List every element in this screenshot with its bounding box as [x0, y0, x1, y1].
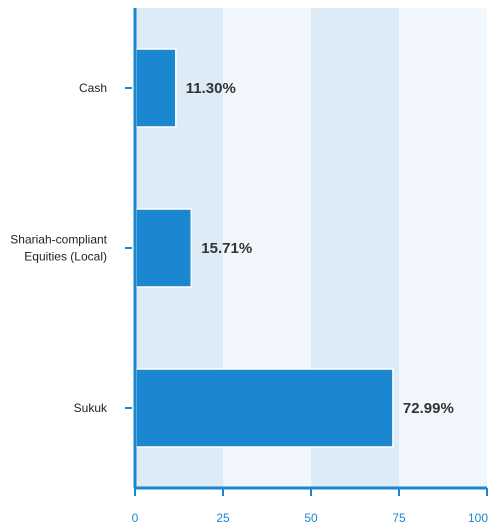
bar	[135, 48, 177, 128]
labels: Cash 11.30% Shariah-compliant Equities (Loc…	[10, 80, 488, 525]
category-label: Sukuk	[74, 401, 108, 415]
bars	[135, 48, 394, 448]
bar	[135, 208, 193, 288]
category-label-line: Shariah-compliant	[10, 233, 107, 247]
category-label-line: Sukuk	[74, 401, 108, 415]
bar	[135, 368, 394, 448]
x-tick-label: 100	[468, 511, 488, 525]
category-label-line: Equities (Local)	[24, 250, 107, 264]
data-label: 11.30%	[186, 80, 236, 97]
grid-band	[399, 8, 487, 488]
category-label: Shariah-compliant Equities (Local)	[10, 233, 107, 264]
x-tick-label: 25	[216, 511, 230, 525]
x-tick-label: 50	[304, 511, 318, 525]
x-tick-label: 0	[132, 511, 139, 525]
axes	[125, 8, 488, 496]
grid-bands	[135, 8, 487, 488]
data-label: 72.99%	[403, 400, 454, 417]
data-label: 15.71%	[201, 240, 252, 257]
category-label: Cash	[79, 81, 107, 95]
x-tick-label: 75	[392, 511, 406, 525]
category-label-line: Cash	[79, 81, 107, 95]
